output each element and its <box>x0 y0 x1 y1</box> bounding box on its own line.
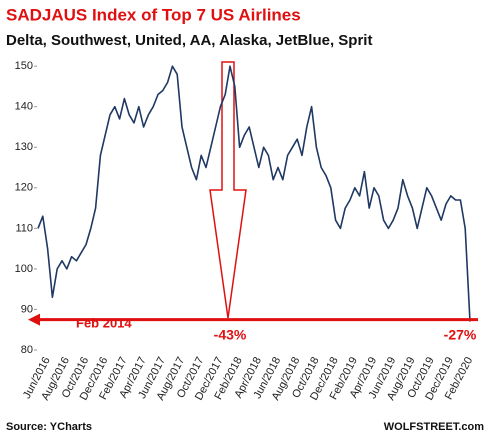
drop-arrow <box>209 61 247 319</box>
y-tick-label: 130 <box>15 141 33 153</box>
y-tick-label: 110 <box>15 222 33 234</box>
y-tick-label: 120 <box>15 182 33 194</box>
data-line <box>37 65 471 322</box>
y-tick-label: 90 <box>21 303 33 315</box>
annotation: -43% <box>214 327 247 343</box>
credit: WOLFSTREET.com <box>384 421 484 433</box>
source: Source: YCharts <box>6 421 92 433</box>
chart-subtitle: Delta, Southwest, United, AA, Alaska, Je… <box>6 32 372 49</box>
chart-title: SADJAUS Index of Top 7 US Airlines <box>6 5 301 24</box>
annotation: -27% <box>444 327 477 343</box>
reference-arrowhead <box>28 313 40 326</box>
y-tick-label: 140 <box>15 101 33 113</box>
annotation: Feb 2014 <box>76 315 132 330</box>
y-tick-label: 150 <box>15 60 33 72</box>
y-tick-label: 80 <box>21 344 33 356</box>
y-tick-label: 100 <box>15 263 33 275</box>
